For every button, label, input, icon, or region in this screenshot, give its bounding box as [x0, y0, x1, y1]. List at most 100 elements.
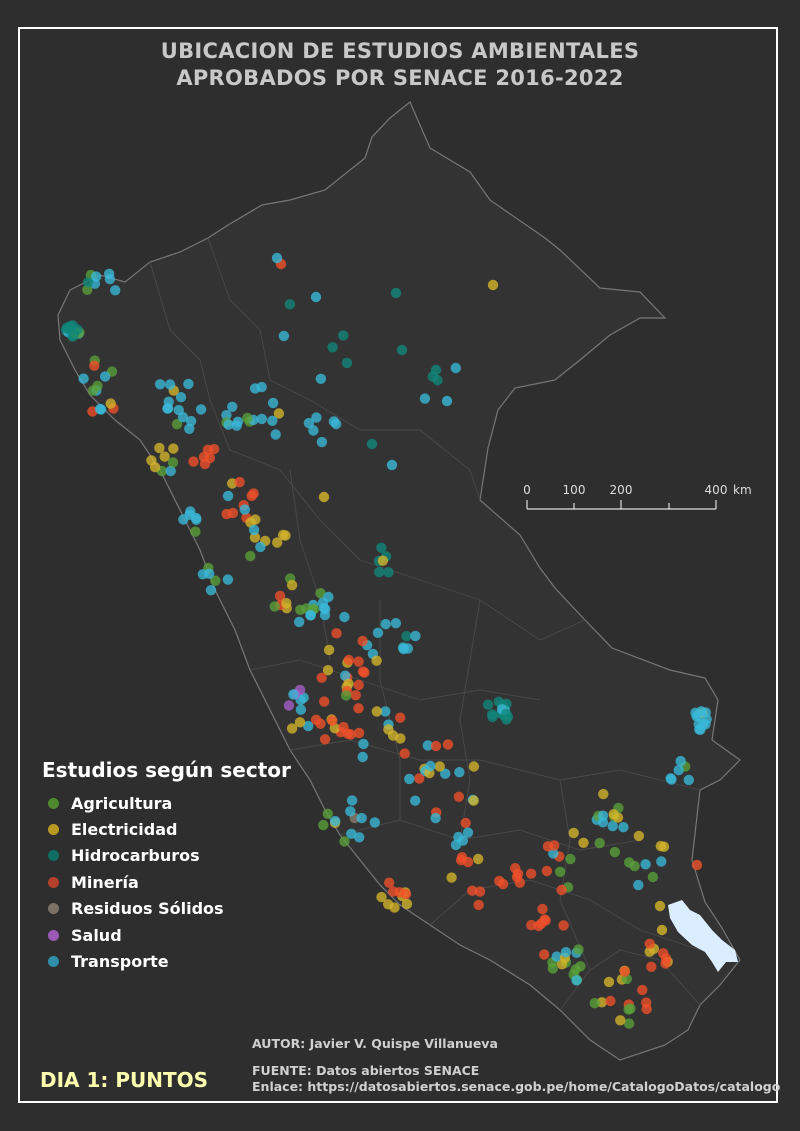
study-point — [167, 457, 179, 468]
study-point — [374, 566, 385, 578]
study-point — [280, 530, 291, 541]
study-point — [294, 616, 305, 628]
study-point — [315, 588, 326, 599]
study-point — [598, 788, 609, 800]
study-point — [92, 380, 103, 392]
study-point — [154, 379, 166, 390]
study-point — [295, 704, 307, 715]
study-point — [401, 631, 412, 642]
study-point — [455, 855, 467, 866]
study-point — [350, 690, 361, 701]
study-point — [401, 898, 413, 910]
study-point — [343, 654, 354, 666]
study-point — [256, 413, 267, 425]
study-point — [646, 961, 657, 972]
study-point — [615, 1015, 626, 1026]
study-point — [318, 491, 330, 503]
study-point — [605, 995, 616, 1007]
study-point — [339, 836, 350, 847]
study-point — [267, 415, 278, 426]
study-point — [168, 443, 179, 454]
legend-label: Salud — [71, 925, 122, 945]
study-point — [354, 832, 365, 843]
study-point — [246, 490, 257, 502]
study-points — [60, 252, 712, 1029]
study-point — [641, 997, 652, 1008]
source-link[interactable]: Enlace: https://datosabiertos.senace.gob… — [252, 1079, 781, 1094]
study-point — [353, 656, 364, 667]
study-point — [414, 773, 425, 784]
study-point — [353, 679, 364, 691]
study-point — [353, 727, 365, 739]
study-point — [278, 330, 290, 342]
study-point — [390, 618, 402, 629]
study-point — [560, 947, 572, 958]
study-point — [453, 791, 465, 802]
study-point — [511, 872, 523, 883]
study-point — [623, 1018, 635, 1029]
study-point — [410, 795, 421, 806]
study-point — [198, 451, 210, 463]
study-point — [608, 809, 619, 820]
study-point — [322, 808, 333, 819]
study-point — [377, 555, 389, 566]
study-point — [371, 706, 382, 717]
study-point — [647, 871, 659, 883]
study-point — [322, 665, 334, 676]
study-point — [558, 920, 569, 931]
study-point — [597, 817, 609, 828]
author-credit: AUTOR: Javier V. Quispe Villanueva — [252, 1036, 498, 1051]
study-point — [434, 761, 445, 772]
study-point — [525, 868, 537, 879]
study-point — [345, 806, 356, 817]
study-point — [468, 761, 480, 772]
study-point — [178, 514, 189, 525]
study-point — [430, 364, 442, 376]
study-point — [110, 285, 121, 296]
study-point — [383, 899, 394, 910]
study-point — [353, 703, 364, 714]
study-point — [99, 371, 111, 382]
study-point — [383, 724, 394, 735]
legend-item: Electricidad — [42, 816, 291, 842]
source-credit: FUENTE: Datos abiertos SENACE — [252, 1063, 480, 1078]
study-point — [390, 287, 402, 299]
study-point — [315, 373, 327, 384]
study-point — [185, 415, 197, 427]
study-point — [607, 820, 618, 832]
study-point — [357, 751, 368, 763]
study-point — [450, 362, 461, 374]
study-point — [330, 815, 341, 827]
study-point — [432, 375, 443, 386]
study-point — [270, 429, 281, 440]
study-point — [154, 442, 165, 454]
study-point — [318, 819, 329, 831]
study-point — [204, 568, 215, 579]
legend-dot — [48, 824, 59, 836]
study-point — [619, 966, 630, 977]
study-point — [440, 768, 451, 779]
study-point — [691, 859, 703, 871]
study-point — [410, 630, 421, 642]
legend-label: Residuos Sólidos — [71, 899, 224, 919]
study-point — [105, 398, 116, 409]
legend-item: Residuos Sólidos — [42, 896, 291, 922]
study-point — [578, 837, 589, 848]
study-point — [673, 765, 684, 776]
legend-title: Estudios según sector — [42, 758, 291, 782]
study-point — [633, 830, 645, 842]
study-point — [556, 884, 567, 896]
study-point — [497, 878, 509, 890]
study-point — [462, 827, 474, 838]
study-point — [146, 455, 157, 466]
study-point — [248, 524, 260, 536]
study-point — [388, 886, 399, 897]
study-point — [425, 760, 436, 772]
study-point — [222, 574, 234, 585]
study-point — [356, 812, 367, 824]
study-point — [656, 856, 667, 867]
study-point — [398, 643, 409, 655]
study-point — [430, 812, 441, 824]
legend-dot — [48, 929, 59, 941]
